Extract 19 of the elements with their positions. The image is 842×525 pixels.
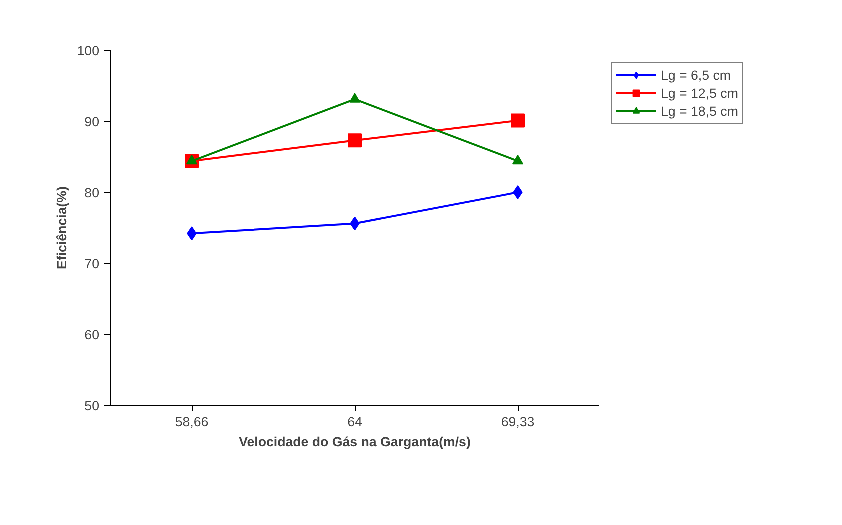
y-tick-label: 100	[77, 44, 100, 58]
y-tick-label: 50	[84, 398, 100, 414]
point	[513, 186, 523, 200]
legend-label: Lg = 6,5 cm	[661, 67, 732, 83]
y-axis-title: Eficiência(%)	[54, 186, 70, 270]
x-axis-title: Velocidade do Gás na Garganta(m/s)	[239, 434, 471, 450]
y-tick-label: 80	[84, 186, 100, 200]
x-tick-label: 69,33	[501, 414, 535, 430]
point	[350, 93, 360, 103]
legend-label: Lg = 18,5 cm	[661, 103, 738, 119]
x-tick-label: 58,66	[175, 414, 209, 430]
point	[348, 134, 362, 148]
y-tick-label: 60	[84, 328, 100, 342]
x-tick-label: 64	[348, 414, 363, 430]
point	[512, 154, 524, 165]
y-tick-label: 90	[84, 114, 100, 130]
legend-label: Lg = 12,5 cm	[661, 85, 738, 101]
point	[511, 114, 525, 128]
y-tick-label: 70	[84, 256, 100, 272]
